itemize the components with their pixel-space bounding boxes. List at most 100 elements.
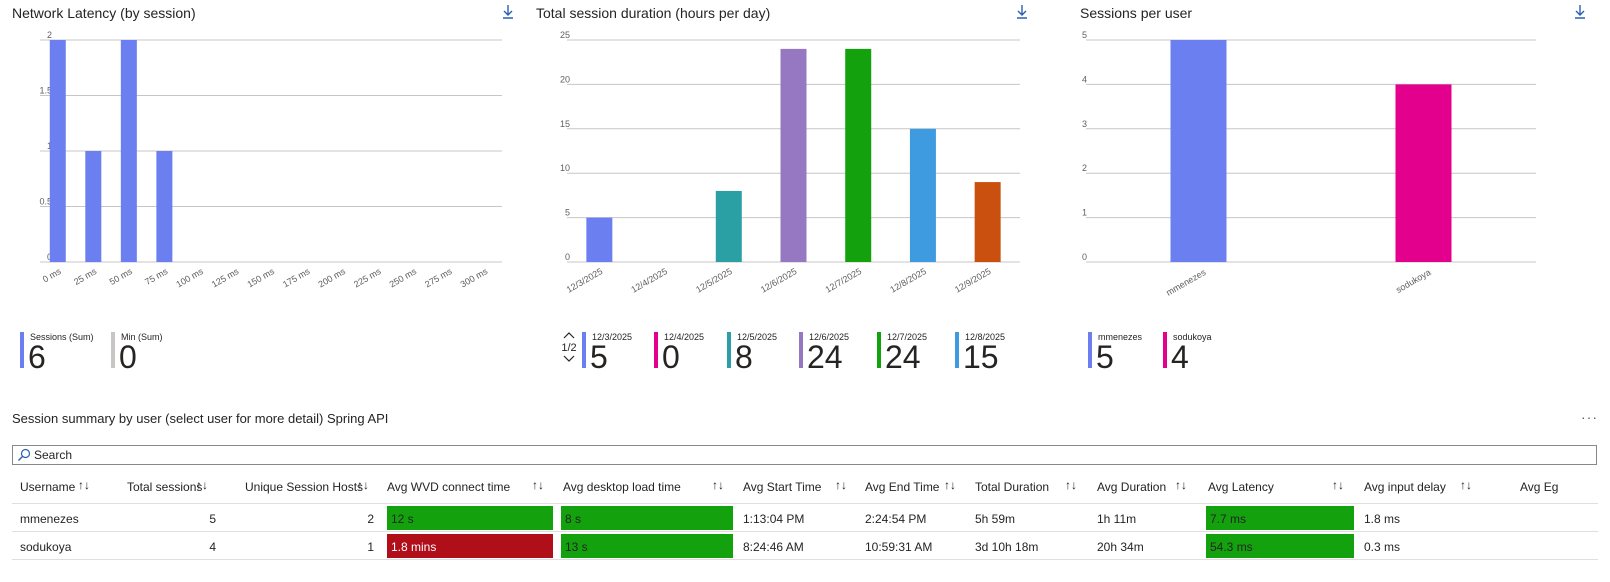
- cell-desktop-load: 13 s: [561, 534, 733, 558]
- legend-item-sessions[interactable]: Sessions (Sum) 6: [20, 330, 110, 373]
- x-tick-label: 12/6/2025: [759, 266, 799, 295]
- sort-icon[interactable]: ↑↓: [712, 478, 724, 492]
- download-icon[interactable]: [1014, 3, 1030, 21]
- latency-chart: 0 0.5 1 1.5 2 0 ms 25 ms 50 ms 75 ms 100 ms 125 ms…: [39, 30, 502, 290]
- table-header: Username ↑↓ Total sessions ↑↓ Unique Ses…: [12, 472, 1598, 504]
- cell-desktop-load: 8 s: [561, 506, 733, 530]
- sort-icon[interactable]: ↑↓: [944, 478, 956, 492]
- col-header-avg-eg[interactable]: Avg Eg: [1520, 480, 1559, 494]
- legend-item-1207[interactable]: 12/7/2025 24: [877, 330, 949, 375]
- sort-icon[interactable]: ↑↓: [1332, 478, 1344, 492]
- legend-swatch: [111, 332, 115, 368]
- x-tick-label: 50 ms: [108, 266, 135, 287]
- y-tick-label: 25: [560, 30, 570, 40]
- sort-icon[interactable]: ↑↓: [835, 478, 847, 492]
- search-box: [12, 445, 1597, 465]
- y-tick-label: 3: [1082, 119, 1087, 129]
- x-tick-label: 12/4/2025: [629, 266, 669, 295]
- bar: [845, 48, 872, 262]
- x-tick-label: 200 ms: [317, 266, 348, 290]
- col-header-wvd-connect[interactable]: Avg WVD connect time: [387, 480, 511, 494]
- legend-value: 24: [885, 339, 921, 375]
- legend-item-1204[interactable]: 12/4/2025 0: [654, 330, 724, 373]
- legend-item-mmenezes[interactable]: mmenezes 5: [1088, 330, 1158, 373]
- sort-icon[interactable]: ↑↓: [78, 478, 90, 492]
- cell-wvd-connect: 12 s: [387, 506, 553, 530]
- table-row[interactable]: mmenezes 5 2 12 s 8 s 1:13:04 PM 2:24:54…: [12, 504, 1598, 532]
- legend-item-min[interactable]: Min (Sum) 0: [111, 330, 201, 373]
- x-tick-label: 250 ms: [388, 266, 419, 290]
- legend-value: 15: [963, 339, 999, 375]
- x-tick-label: 150 ms: [245, 266, 276, 290]
- bar: [49, 40, 66, 262]
- legend-item-1203[interactable]: 12/3/2025 5: [582, 330, 652, 375]
- cell-input-delay: 0.3 ms: [1364, 540, 1401, 554]
- download-icon[interactable]: [500, 3, 516, 21]
- sort-icon[interactable]: ↑↓: [196, 478, 208, 492]
- legend-item-1206[interactable]: 12/6/2025 24: [799, 330, 871, 375]
- col-header-input-delay[interactable]: Avg input delay: [1364, 480, 1446, 494]
- sort-icon[interactable]: ↑↓: [357, 478, 369, 492]
- y-tick-label: 0: [1082, 252, 1087, 262]
- cell-total-duration: 5h 59m: [975, 512, 1016, 526]
- y-tick-label: 4: [1082, 74, 1087, 84]
- legend-swatch: [727, 332, 731, 368]
- legend-item-1205[interactable]: 12/5/2025 8: [727, 330, 797, 373]
- col-header-unique-hosts[interactable]: Unique Session Hosts: [245, 480, 364, 494]
- search-input[interactable]: [34, 447, 1574, 463]
- bar: [120, 40, 137, 262]
- y-tick-label: 0.5: [39, 197, 52, 207]
- table-row[interactable]: sodukoya 4 1 1.8 mins 13 s 8:24:46 AM 10…: [12, 532, 1598, 560]
- cell-username: mmenezes: [20, 512, 79, 526]
- legend-item-sodukoya[interactable]: sodukoya 4: [1163, 330, 1233, 373]
- cell-total-duration: 3d 10h 18m: [975, 540, 1039, 554]
- col-header-end-time[interactable]: Avg End Time: [865, 480, 940, 494]
- col-header-avg-duration[interactable]: Avg Duration: [1097, 480, 1167, 494]
- summary-title: Session summary by user (select user for…: [12, 411, 389, 426]
- chevron-up-icon[interactable]: [560, 330, 578, 342]
- search-icon: [17, 448, 31, 462]
- users-chart-panel: Sessions per user 0 1 2 3 4 5 mmenezes sodukoya…: [1070, 0, 1610, 380]
- x-tick-label: sodukoya: [1394, 267, 1432, 295]
- sort-icon[interactable]: ↑↓: [1065, 478, 1077, 492]
- cell-total-sessions: 5: [209, 512, 216, 526]
- col-header-username[interactable]: Username: [20, 480, 76, 494]
- y-tick-label: 15: [560, 119, 570, 129]
- bar: [909, 128, 936, 262]
- download-icon[interactable]: [1572, 3, 1588, 21]
- x-tick-label: 0 ms: [41, 266, 63, 285]
- col-header-avg-latency[interactable]: Avg Latency: [1208, 480, 1274, 494]
- y-tick-label: 2: [47, 30, 52, 40]
- legend-item-1208[interactable]: 12/8/2025 15: [955, 330, 1027, 375]
- cell-start-time: 1:13:04 PM: [743, 512, 805, 526]
- users-chart: 0 1 2 3 4 5 mmenezes sodukoya: [1082, 30, 1536, 298]
- y-tick-label: 10: [560, 163, 570, 173]
- duration-chart-panel: Total session duration (hours per day) 0…: [528, 0, 1048, 380]
- bar: [715, 190, 742, 262]
- col-header-desktop-load[interactable]: Avg desktop load time: [563, 480, 681, 494]
- sort-icon[interactable]: ↑↓: [532, 478, 544, 492]
- x-tick-label: 275 ms: [423, 266, 454, 290]
- legend-label: 12/5/2025: [737, 332, 778, 342]
- legend-label: Sessions (Sum): [30, 332, 94, 342]
- bar: [974, 182, 1001, 262]
- cell-end-time: 2:24:54 PM: [865, 512, 927, 526]
- x-tick-label: 300 ms: [459, 266, 490, 290]
- more-options-icon[interactable]: ···: [1581, 409, 1598, 425]
- sort-icon[interactable]: ↑↓: [1175, 478, 1187, 492]
- legend-label: sodukoya: [1173, 332, 1212, 342]
- col-header-total-sessions[interactable]: Total sessions: [127, 480, 203, 494]
- legend-value: 5: [590, 339, 608, 375]
- legend-value: 24: [807, 339, 843, 375]
- cell-avg-latency: 7.7 ms: [1206, 506, 1354, 530]
- x-tick-label: 100 ms: [174, 266, 205, 290]
- col-header-total-duration[interactable]: Total Duration: [975, 480, 1050, 494]
- legend-swatch: [1088, 332, 1092, 368]
- chevron-down-icon[interactable]: [560, 354, 578, 366]
- sort-icon[interactable]: ↑↓: [1460, 478, 1472, 492]
- legend-swatch: [799, 332, 803, 368]
- col-header-start-time[interactable]: Avg Start Time: [743, 480, 822, 494]
- legend-swatch: [654, 332, 658, 368]
- bar: [1395, 84, 1452, 263]
- legend-swatch: [877, 332, 881, 368]
